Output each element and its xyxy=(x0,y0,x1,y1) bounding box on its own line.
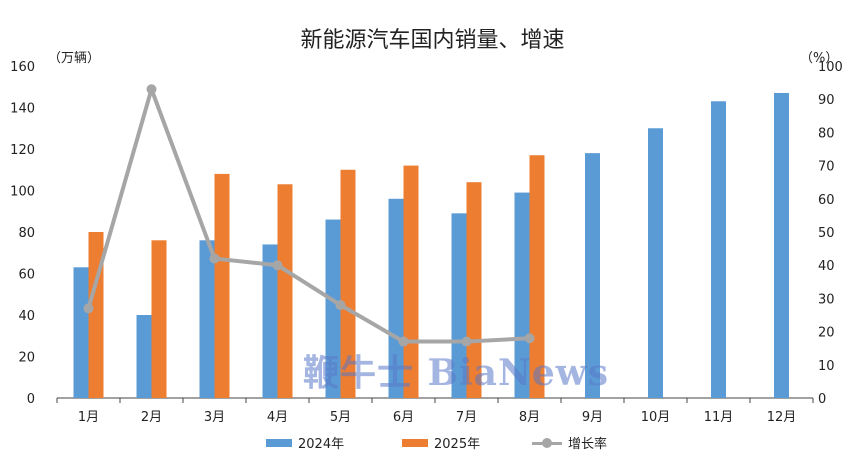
y-left-tick-label: 40 xyxy=(18,309,35,324)
y-left-tick-label: 140 xyxy=(10,102,35,117)
y-right-tick-label: 60 xyxy=(818,193,835,208)
growth-point xyxy=(83,303,94,314)
x-tick-label: 1月 xyxy=(78,410,99,425)
y-left-tick-label: 120 xyxy=(10,143,35,158)
bar-2024 xyxy=(711,101,726,399)
legend-label-2025: 2025年 xyxy=(434,437,481,452)
x-tick-label: 3月 xyxy=(204,410,225,425)
chart-title: 新能源汽车国内销量、增速 xyxy=(300,28,565,53)
x-tick-label: 7月 xyxy=(456,410,477,425)
y-left-tick-label: 60 xyxy=(18,268,35,283)
right-axis-unit: （%） xyxy=(800,51,839,66)
growth-point xyxy=(335,300,346,311)
y-left-tick-label: 160 xyxy=(10,60,35,75)
legend: 2024年 2025年 增长率 xyxy=(0,433,865,453)
y-right-tick-label: 50 xyxy=(818,226,835,241)
legend-swatch-2025 xyxy=(402,438,428,447)
bar-2025 xyxy=(340,169,356,398)
y-right-tick-label: 20 xyxy=(818,326,835,341)
legend-item-2024: 2024年 xyxy=(266,433,344,452)
bar-2024 xyxy=(451,213,467,398)
growth-point xyxy=(524,333,535,344)
bar-2024 xyxy=(262,244,278,398)
y-right-tick-label: 100 xyxy=(818,60,843,75)
y-left-tick-label: 20 xyxy=(18,351,35,366)
y-right-tick-label: 80 xyxy=(818,126,835,141)
growth-line xyxy=(86,87,530,344)
y-right-tick-label: 0 xyxy=(818,392,826,407)
legend-swatch-growth xyxy=(532,437,562,448)
x-tick-label: 8月 xyxy=(519,410,540,425)
y-right-tick-label: 30 xyxy=(818,292,835,307)
x-tick-label: 6月 xyxy=(393,410,414,425)
x-tick-label: 4月 xyxy=(267,410,288,425)
bar-2024 xyxy=(585,153,600,398)
y-left-tick-label: 0 xyxy=(27,392,35,407)
growth-point xyxy=(272,260,283,271)
x-tick-label: 9月 xyxy=(582,410,603,425)
bar-2024 xyxy=(73,267,89,398)
bar-2025 xyxy=(214,173,230,398)
bar-2024 xyxy=(388,198,404,398)
bar-2024 xyxy=(136,315,152,398)
bar-2024 xyxy=(514,192,530,398)
bar-2025 xyxy=(277,184,293,398)
bar-2025 xyxy=(151,240,167,398)
left-axis-unit: （万辆） xyxy=(48,51,101,66)
y-right-tick-label: 70 xyxy=(818,160,835,175)
y-left-tick-label: 80 xyxy=(18,226,35,241)
bar-2024 xyxy=(648,128,663,398)
y-right-tick-label: 40 xyxy=(818,259,835,274)
y-right-tick-label: 10 xyxy=(818,359,835,374)
bar-2024 xyxy=(774,92,789,398)
y-left-tick-label: 100 xyxy=(10,185,35,200)
legend-label-2024: 2024年 xyxy=(298,437,345,452)
legend-label-growth: 增长率 xyxy=(568,437,608,452)
growth-point xyxy=(146,84,157,95)
bar-2024 xyxy=(199,240,215,398)
x-tick-label: 10月 xyxy=(641,410,671,425)
legend-item-2025: 2025年 xyxy=(402,433,480,452)
x-tick-label: 12月 xyxy=(767,410,797,425)
x-tick-label: 2月 xyxy=(141,410,162,425)
legend-swatch-2024 xyxy=(266,438,292,447)
y-right-tick-label: 90 xyxy=(818,93,835,108)
x-tick-label: 11月 xyxy=(704,410,734,425)
legend-item-growth: 增长率 xyxy=(532,433,607,452)
growth-point xyxy=(209,253,220,264)
watermark: 鞭牛士 BiaNews xyxy=(303,352,610,394)
bar-2024 xyxy=(325,219,341,398)
growth-point xyxy=(461,336,472,347)
growth-point xyxy=(398,336,409,347)
x-tick-label: 5月 xyxy=(330,410,351,425)
